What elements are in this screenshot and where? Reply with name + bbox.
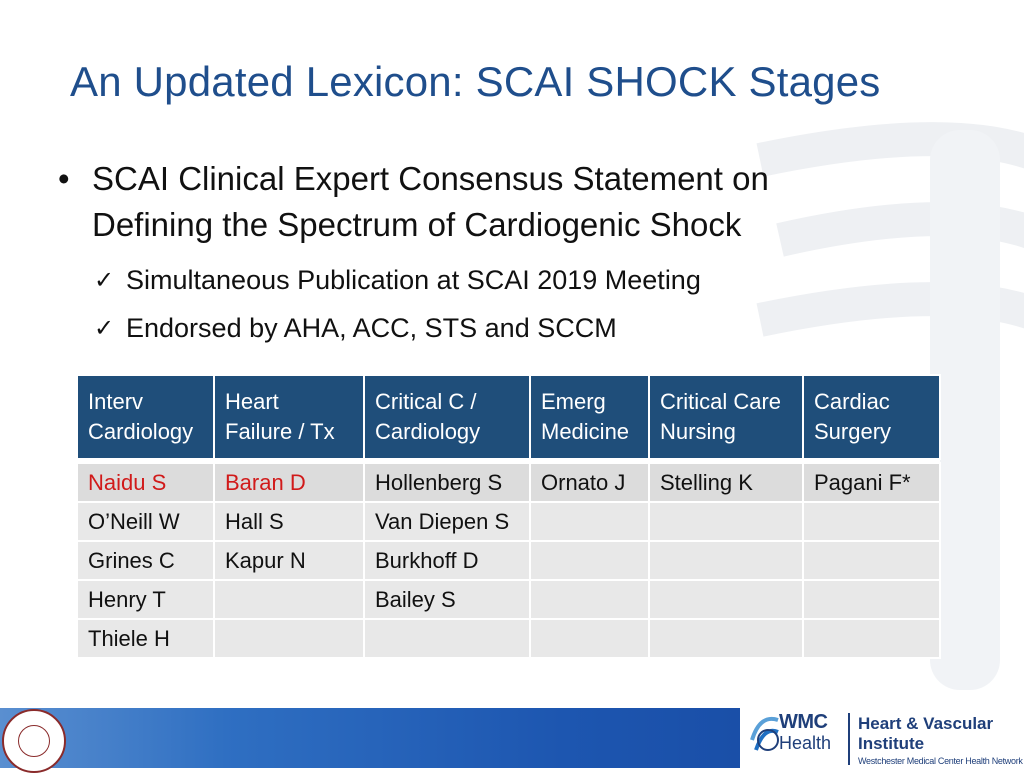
table-cell: Hall S [213, 501, 365, 542]
subpoint-item: ✓ Simultaneous Publication at SCAI 2019 … [94, 256, 918, 304]
table-cell: Van Diepen S [363, 501, 531, 542]
seal-emblem-icon [18, 725, 50, 757]
table-cell: Ornato J [529, 462, 650, 503]
table-cell: Kapur N [213, 540, 365, 581]
header-critical-cardiology: Critical C / Cardiology [363, 374, 531, 460]
footer-logo-area [740, 708, 1024, 768]
subpoint-item: ✓ Endorsed by AHA, ACC, STS and SCCM [94, 304, 918, 352]
table-row: Henry T Bailey S [76, 579, 941, 620]
table-cell [802, 540, 941, 581]
table-cell [529, 579, 650, 620]
table-row: Thiele H [76, 618, 941, 659]
table-row: Naidu S Baran D Hollenberg S Ornato J St… [76, 462, 941, 503]
table-cell [529, 618, 650, 659]
wmc-brand-text: WMC [779, 711, 828, 733]
table-cell [213, 579, 365, 620]
header-critical-care-nursing: Critical Care Nursing [648, 374, 804, 460]
subpoint-text: Simultaneous Publication at SCAI 2019 Me… [126, 265, 701, 295]
bullet-text-line2: Defining the Spectrum of Cardiogenic Sho… [92, 206, 742, 243]
table-cell [529, 540, 650, 581]
network-name: Westchester Medical Center Health Networ… [858, 756, 1023, 766]
table-cell: Pagani F* [802, 462, 941, 503]
table-cell: Hollenberg S [363, 462, 531, 503]
table-cell: Bailey S [363, 579, 531, 620]
checkmark-icon: ✓ [94, 266, 115, 294]
table-header-row: Interv Cardiology Heart Failure / Tx Criti… [76, 374, 941, 460]
table-cell: O’Neill W [76, 501, 215, 542]
checkmark-icon: ✓ [94, 314, 115, 342]
college-seal-logo [2, 709, 66, 773]
table-cell [648, 579, 804, 620]
header-interv-cardiology: Interv Cardiology [76, 374, 215, 460]
table-cell [213, 618, 365, 659]
institute-name: Heart & Vascular Institute [858, 714, 994, 753]
table-cell: Baran D [213, 462, 365, 503]
table-cell: Grines C [76, 540, 215, 581]
table-cell [802, 501, 941, 542]
slide-title: An Updated Lexicon: SCAI SHOCK Stages [70, 58, 881, 105]
header-emerg-medicine: Emerg Medicine [529, 374, 650, 460]
table-cell [648, 501, 804, 542]
table-cell [363, 618, 531, 659]
subpoint-list: ✓ Simultaneous Publication at SCAI 2019 … [94, 256, 918, 352]
bullet-item: • SCAI Clinical Expert Consensus Stateme… [58, 156, 918, 248]
table-row: O’Neill W Hall S Van Diepen S [76, 501, 941, 542]
table-cell [802, 579, 941, 620]
table-cell: Henry T [76, 579, 215, 620]
bullet-text-line1: SCAI Clinical Expert Consensus Statement… [92, 160, 769, 197]
wmc-brand-subtext: Health [779, 733, 832, 753]
table-cell [802, 618, 941, 659]
bullet-text: SCAI Clinical Expert Consensus Statement… [92, 156, 769, 248]
wmc-swoosh-icon [750, 717, 779, 751]
table-cell [648, 618, 804, 659]
table-cell: Stelling K [648, 462, 804, 503]
header-cardiac-surgery: Cardiac Surgery [802, 374, 941, 460]
header-heart-failure: Heart Failure / Tx [213, 374, 365, 460]
author-table: Interv Cardiology Heart Failure / Tx Criti… [76, 374, 941, 659]
table-cell: Thiele H [76, 618, 215, 659]
table-row: Grines C Kapur N Burkhoff D [76, 540, 941, 581]
subpoint-text: Endorsed by AHA, ACC, STS and SCCM [126, 313, 617, 343]
bullet-marker: • [58, 160, 70, 197]
table-cell: Burkhoff D [363, 540, 531, 581]
logo-divider [848, 713, 850, 765]
table-cell: Naidu S [76, 462, 215, 503]
table-cell [529, 501, 650, 542]
table-cell [648, 540, 804, 581]
bullet-list: • SCAI Clinical Expert Consensus Stateme… [58, 156, 918, 352]
